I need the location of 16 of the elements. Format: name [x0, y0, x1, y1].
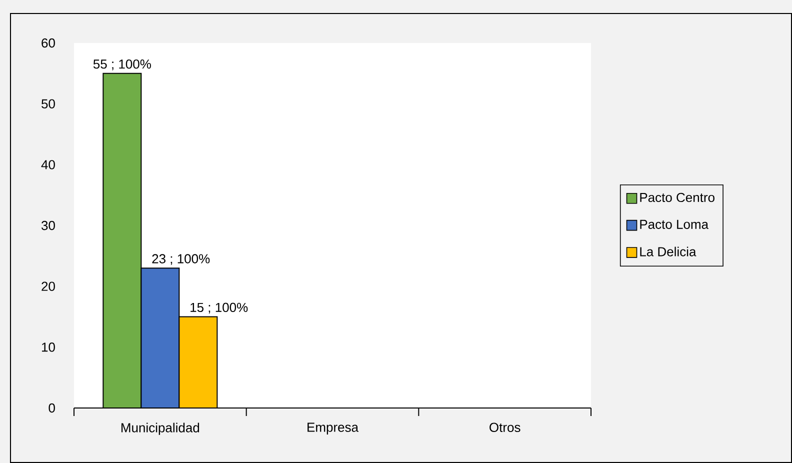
- legend-label: Pacto Loma: [640, 220, 709, 229]
- y-tick-label: 10: [42, 342, 55, 352]
- data-label: 15 ; 100%: [190, 302, 248, 314]
- legend-label: La Delicia: [640, 246, 696, 256]
- x-tick-label: Otros: [490, 422, 520, 432]
- y-tick-label: 30: [42, 220, 55, 230]
- x-tick-label: Empresa: [308, 422, 359, 434]
- y-tick-label: 0: [48, 403, 55, 413]
- y-tick-label: 40: [41, 160, 55, 170]
- data-label: 23 ; 100%: [152, 254, 210, 265]
- y-tick-label: 50: [42, 99, 55, 108]
- data-label: 55 ; 100%: [93, 59, 151, 70]
- legend-label: Pacto Centro: [640, 192, 714, 202]
- x-tick-label: Municipalidad: [121, 422, 200, 435]
- y-tick-label: 20: [42, 282, 55, 291]
- y-tick-label: 60: [42, 38, 55, 48]
